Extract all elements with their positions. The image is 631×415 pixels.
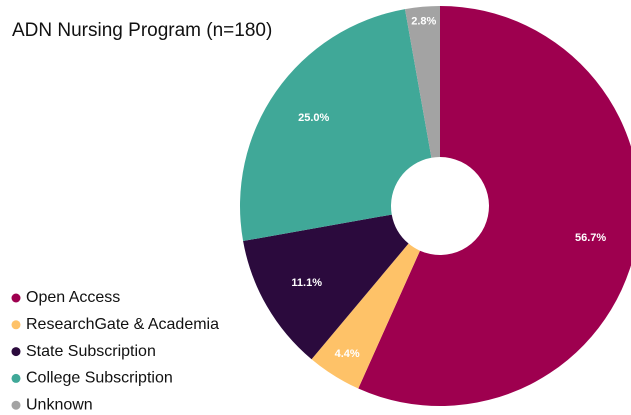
donut-slice	[358, 6, 631, 406]
chart-title: ADN Nursing Program (n=180)	[12, 20, 272, 41]
legend-label: Open Access	[26, 289, 120, 306]
value-label: 2.8%	[411, 16, 436, 28]
legend-label: College Subscription	[26, 370, 173, 387]
legend-label: State Subscription	[26, 343, 156, 360]
donut-slice	[240, 9, 432, 242]
legend-swatch	[11, 293, 21, 303]
value-label: 25.0%	[298, 112, 329, 124]
donut-slice	[243, 214, 409, 360]
value-label: 11.1%	[291, 277, 322, 289]
legend-swatch	[11, 347, 21, 357]
value-label: 56.7%	[575, 232, 606, 244]
value-label: 4.4%	[335, 348, 360, 360]
legend-label: Unknown	[26, 396, 93, 413]
legend-swatch	[11, 373, 21, 383]
donut-slice	[404, 6, 440, 158]
donut-slice	[311, 243, 420, 389]
legend-swatch	[11, 400, 21, 410]
legend-swatch	[11, 320, 21, 330]
legend-label: ResearchGate & Academia	[26, 316, 219, 333]
